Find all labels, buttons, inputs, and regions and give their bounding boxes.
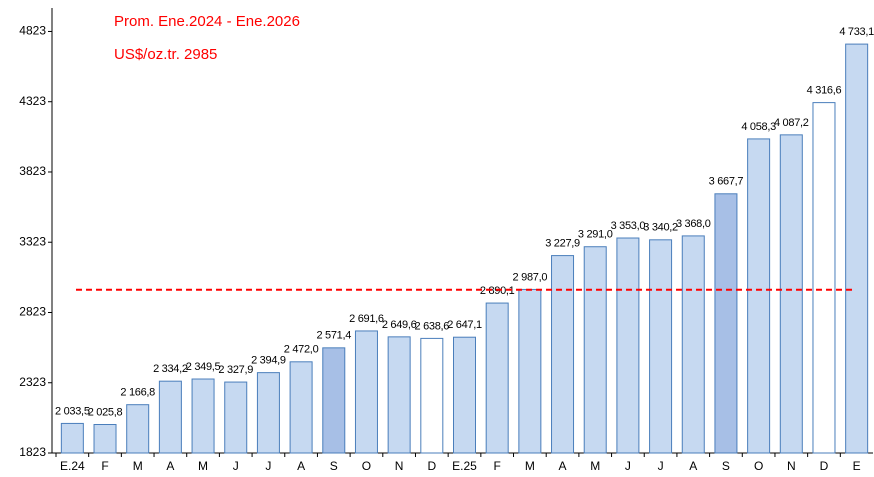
bar (158, 380, 182, 454)
y-tick-label: 4823 (19, 24, 46, 38)
x-tick-label: M (590, 459, 600, 473)
x-tick-label: M (133, 459, 143, 473)
bar (551, 255, 575, 454)
value-label: 4 058,3 (741, 121, 776, 133)
x-tick-label: E (853, 459, 861, 473)
value-label: 2 472,0 (284, 344, 319, 356)
value-label: 2 890,1 (480, 285, 515, 297)
bar (191, 378, 215, 454)
value-label: 3 353,0 (611, 220, 646, 232)
bar (322, 347, 346, 454)
bar (649, 239, 673, 454)
x-tick-label: A (559, 459, 567, 473)
value-label: 2 166,8 (120, 387, 155, 399)
value-label: 2 987,0 (513, 271, 548, 283)
y-tick-label: 3323 (19, 234, 46, 248)
x-tick-label: S (330, 459, 338, 473)
bar (747, 138, 771, 454)
value-label: 2 394,9 (251, 355, 286, 367)
x-tick-label: A (297, 459, 305, 473)
x-tick-label: O (362, 459, 371, 473)
bar (485, 302, 509, 454)
x-tick-label: J (265, 459, 271, 473)
value-label: 4 087,2 (774, 117, 809, 129)
x-tick-label: J (625, 459, 631, 473)
x-tick-label: D (427, 459, 436, 473)
x-tick-label: O (754, 459, 763, 473)
reference-label: US$/oz.tr. 2985 (114, 46, 217, 63)
bar (289, 361, 313, 454)
x-tick-label: F (494, 459, 501, 473)
bar (518, 288, 542, 454)
bar (453, 336, 476, 454)
value-label: 4 733,1 (839, 26, 874, 38)
bar (845, 43, 869, 454)
bar (714, 193, 738, 454)
value-label: 2 647,1 (447, 319, 482, 331)
y-tick-label: 2823 (19, 305, 46, 319)
y-tick-label: 3823 (19, 164, 46, 178)
value-label: 2 033,5 (55, 405, 90, 417)
value-label: 3 368,0 (676, 218, 711, 230)
x-tick-label: A (166, 459, 174, 473)
x-tick-label: M (525, 459, 535, 473)
y-tick-label: 4323 (19, 94, 46, 108)
annotation: Prom. Ene.2024 - Ene.2026 (114, 13, 300, 30)
x-tick-label: E.24 (60, 459, 85, 473)
x-tick-label: D (820, 459, 829, 473)
bar (224, 381, 248, 454)
bar (354, 330, 378, 454)
bar (93, 424, 117, 454)
x-tick-label: J (233, 459, 239, 473)
bar (812, 102, 836, 454)
value-label: 3 340,2 (643, 222, 678, 234)
bar (60, 422, 84, 454)
value-label: 2 638,6 (415, 320, 450, 332)
value-label: 2 349,5 (186, 361, 221, 373)
bar (616, 237, 640, 454)
value-label: 2 649,6 (382, 319, 417, 331)
x-tick-label: A (689, 459, 697, 473)
bar (126, 404, 150, 454)
value-label: 3 667,7 (709, 176, 744, 188)
x-tick-label: J (658, 459, 664, 473)
value-label: 4 316,6 (807, 85, 842, 97)
y-tick-label: 1823 (19, 445, 46, 459)
bar (583, 246, 607, 454)
value-label: 2 025,8 (88, 406, 123, 418)
value-label: 2 571,4 (316, 330, 351, 342)
bar (256, 372, 280, 454)
bar (387, 336, 411, 454)
x-tick-label: N (787, 459, 796, 473)
bar (420, 337, 444, 454)
value-label: 2 334,2 (153, 363, 188, 375)
value-label: 2 691,6 (349, 313, 384, 325)
bar (779, 134, 803, 454)
x-tick-label: F (101, 459, 108, 473)
x-tick-label: M (198, 459, 208, 473)
x-tick-label: S (722, 459, 730, 473)
bar (681, 235, 705, 454)
value-label: 2 327,9 (218, 364, 253, 376)
x-tick-label: N (395, 459, 404, 473)
value-label: 3 227,9 (545, 238, 580, 250)
value-label: 3 291,0 (578, 229, 613, 241)
y-tick-label: 2323 (19, 375, 46, 389)
x-tick-label: E.25 (452, 459, 477, 473)
